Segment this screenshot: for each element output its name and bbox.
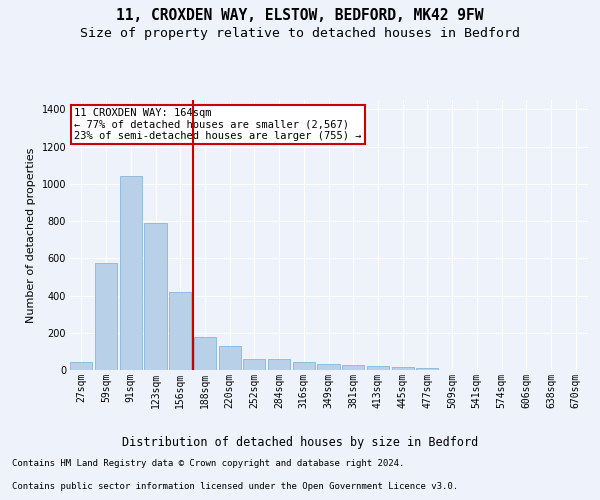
Text: Distribution of detached houses by size in Bedford: Distribution of detached houses by size … bbox=[122, 436, 478, 449]
Bar bbox=[119, 176, 142, 370]
Text: Size of property relative to detached houses in Bedford: Size of property relative to detached ho… bbox=[80, 28, 520, 40]
Text: 11, CROXDEN WAY, ELSTOW, BEDFORD, MK42 9FW: 11, CROXDEN WAY, ELSTOW, BEDFORD, MK42 9… bbox=[116, 8, 484, 22]
Text: 11 CROXDEN WAY: 164sqm
← 77% of detached houses are smaller (2,567)
23% of semi-: 11 CROXDEN WAY: 164sqm ← 77% of detached… bbox=[74, 108, 362, 142]
Bar bbox=[293, 362, 315, 370]
Bar bbox=[342, 365, 364, 370]
Text: Contains public sector information licensed under the Open Government Licence v3: Contains public sector information licen… bbox=[12, 482, 458, 491]
Bar bbox=[145, 223, 167, 370]
Y-axis label: Number of detached properties: Number of detached properties bbox=[26, 148, 36, 322]
Bar bbox=[268, 359, 290, 370]
Bar bbox=[169, 292, 191, 370]
Bar bbox=[194, 337, 216, 370]
Bar bbox=[218, 346, 241, 370]
Text: Contains HM Land Registry data © Crown copyright and database right 2024.: Contains HM Land Registry data © Crown c… bbox=[12, 458, 404, 468]
Bar bbox=[317, 364, 340, 370]
Bar bbox=[95, 263, 117, 370]
Bar bbox=[367, 366, 389, 370]
Bar bbox=[70, 362, 92, 370]
Bar bbox=[416, 368, 439, 370]
Bar bbox=[243, 359, 265, 370]
Bar bbox=[392, 368, 414, 370]
